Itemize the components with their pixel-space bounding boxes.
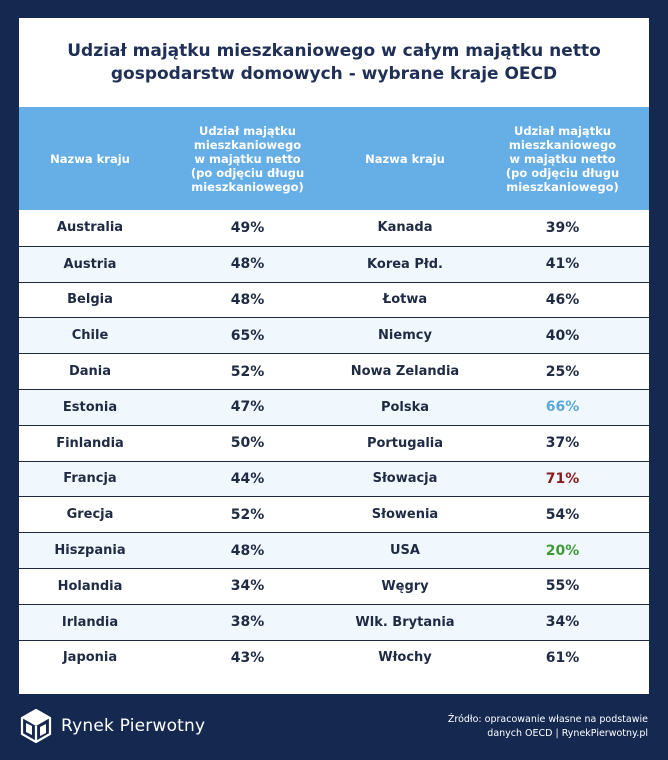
country-cell: Łotwa	[382, 292, 428, 308]
country-cell: Francja	[63, 471, 117, 487]
country-cell: Australia	[56, 220, 124, 236]
value-cell: 55%	[545, 578, 580, 595]
value-cell: 61%	[545, 649, 580, 666]
value-cell: 44%	[230, 470, 265, 487]
country-cell: Estonia	[62, 399, 118, 415]
table-row: Francja 44% Słowacja 71%	[19, 460, 649, 497]
country-cell: Nowa Zelandia	[350, 364, 460, 380]
value-cell: 49%	[230, 219, 265, 236]
value-cell: 50%	[230, 435, 265, 452]
table-body: Australia 49% Kanada 39% Austria 48% Korea Płd…	[19, 210, 649, 675]
header-country-2: Nazwa kraju	[365, 151, 445, 166]
table-row: Chile 65% Niemcy 40%	[19, 317, 649, 354]
country-cell: Polska	[380, 399, 430, 415]
table-row: Holandia 34% Węgry 55%	[19, 567, 649, 604]
country-cell: Słowacja	[372, 471, 438, 487]
header-share-2: Udział majątku mieszkaniowego w majątku …	[505, 123, 620, 194]
value-cell: 52%	[230, 363, 265, 380]
country-cell: Węgry	[381, 578, 429, 594]
value-cell: 20%	[545, 542, 580, 559]
value-cell: 37%	[545, 435, 580, 452]
country-cell: Słowenia	[371, 507, 439, 523]
table-row: Austria 48% Korea Płd. 41%	[19, 245, 649, 282]
country-cell: Włochy	[378, 650, 432, 666]
value-cell: 48%	[230, 542, 265, 559]
rynek-pierwotny-logo-icon	[20, 709, 52, 743]
value-cell: 41%	[545, 256, 580, 273]
value-cell: 48%	[230, 256, 265, 273]
source-line-2: danych OECD | RynekPierwotny.pl	[487, 728, 648, 739]
country-cell: Hiszpania	[54, 543, 126, 559]
value-cell: 54%	[545, 506, 580, 523]
value-cell: 39%	[545, 219, 580, 236]
value-cell: 65%	[230, 327, 265, 344]
value-cell: 38%	[230, 614, 265, 631]
title-line-2: gospodarstw domowych - wybrane kraje OEC…	[110, 63, 558, 84]
value-cell: 48%	[230, 291, 265, 308]
value-cell: 34%	[545, 614, 580, 631]
table-row: Australia 49% Kanada 39%	[19, 210, 649, 246]
value-cell: 25%	[545, 363, 580, 380]
country-cell: Japonia	[62, 650, 118, 666]
value-cell: 46%	[545, 291, 580, 308]
country-cell: Chile	[71, 328, 109, 344]
country-cell: USA	[390, 543, 420, 559]
header-share-1: Udział majątku mieszkaniowego w majątku …	[190, 123, 305, 194]
country-cell: Austria	[63, 256, 117, 272]
value-cell: 66%	[545, 399, 580, 416]
table-row: Belgia 48% Łotwa 46%	[19, 281, 649, 318]
country-cell: Dania	[68, 364, 112, 380]
source-line-1: Źródło: opracowanie własne na podstawie	[447, 714, 648, 725]
country-cell: Finlandia	[56, 435, 124, 451]
header-country-1: Nazwa kraju	[50, 151, 130, 166]
table-row: Grecja 52% Słowenia 54%	[19, 496, 649, 532]
country-cell: Portugalia	[366, 435, 444, 451]
country-cell: Holandia	[57, 578, 123, 594]
brand-name: Rynek Pierwotny	[61, 716, 206, 736]
country-cell: Wlk. Brytania	[355, 614, 455, 630]
brand-logo: Rynek Pierwotny	[20, 709, 205, 743]
title-line-1: Udział majątku mieszkaniowego w całym ma…	[67, 40, 601, 61]
value-cell: 40%	[545, 327, 580, 344]
table-row: Estonia 47% Polska 66%	[19, 388, 649, 425]
country-cell: Grecja	[66, 507, 114, 523]
value-cell: 43%	[230, 649, 265, 666]
country-cell: Niemcy	[378, 328, 432, 344]
table-row: Hiszpania 48% USA 20%	[19, 532, 649, 568]
page-title: Udział majątku mieszkaniowego w całym ma…	[19, 18, 649, 107]
table-row: Irlandia 38% Wlk. Brytania 34%	[19, 603, 649, 640]
table-header: Nazwa kraju Udział majątku mieszkanioweg…	[19, 107, 649, 210]
value-cell: 71%	[545, 470, 580, 487]
table-card: Udział majątku mieszkaniowego w całym ma…	[19, 18, 649, 694]
country-cell: Kanada	[377, 220, 433, 236]
country-cell: Irlandia	[61, 614, 119, 630]
table-row: Dania 52% Nowa Zelandia 25%	[19, 353, 649, 389]
value-cell: 52%	[230, 506, 265, 523]
source-note: Źródło: opracowanie własne na podstawie …	[448, 713, 648, 741]
table-row: Finlandia 50% Portugalia 37%	[19, 424, 649, 461]
table-row: Japonia 43% Włochy 61%	[19, 639, 649, 676]
country-cell: Belgia	[67, 292, 113, 308]
value-cell: 47%	[230, 399, 265, 416]
value-cell: 34%	[230, 578, 265, 595]
country-cell: Korea Płd.	[367, 256, 443, 272]
